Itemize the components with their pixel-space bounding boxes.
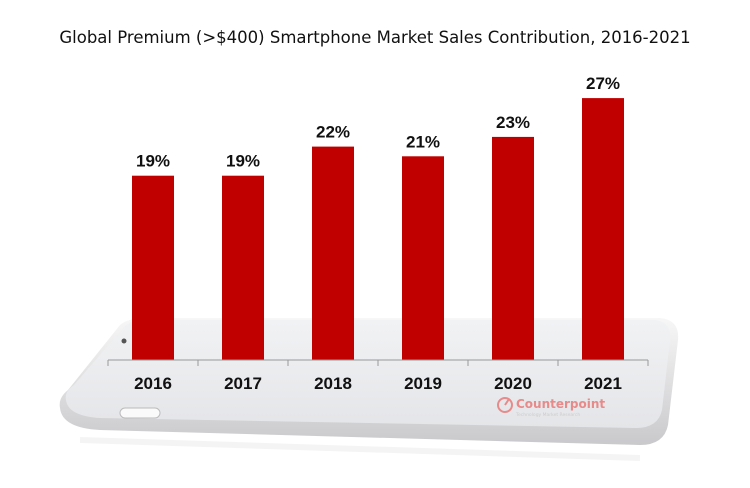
svg-text:Counterpoint: Counterpoint	[516, 397, 605, 411]
counterpoint-logo: Counterpoint Technology Market Research	[497, 397, 605, 418]
bar-2021	[582, 98, 624, 360]
data-label: 21%	[406, 132, 440, 151]
x-tick-label: 2018	[314, 374, 352, 393]
bar-2016	[132, 175, 174, 360]
x-tick-label: 2017	[224, 374, 262, 393]
x-tick-label: 2016	[134, 374, 172, 393]
x-tick-label: 2020	[494, 374, 532, 393]
bar-2018	[312, 146, 354, 360]
x-tick-label: 2019	[404, 374, 442, 393]
data-label: 19%	[136, 152, 170, 171]
data-label: 23%	[496, 113, 530, 132]
bar-2020	[492, 136, 534, 360]
x-tick-label: 2021	[584, 374, 622, 393]
chart-title: Global Premium (>$400) Smartphone Market…	[59, 28, 691, 47]
bar-2017	[222, 175, 264, 360]
data-label: 27%	[586, 74, 620, 93]
data-label: 19%	[226, 152, 260, 171]
bar-2019	[402, 156, 444, 360]
data-label: 22%	[316, 123, 350, 142]
svg-text:Technology Market Research: Technology Market Research	[515, 412, 580, 418]
